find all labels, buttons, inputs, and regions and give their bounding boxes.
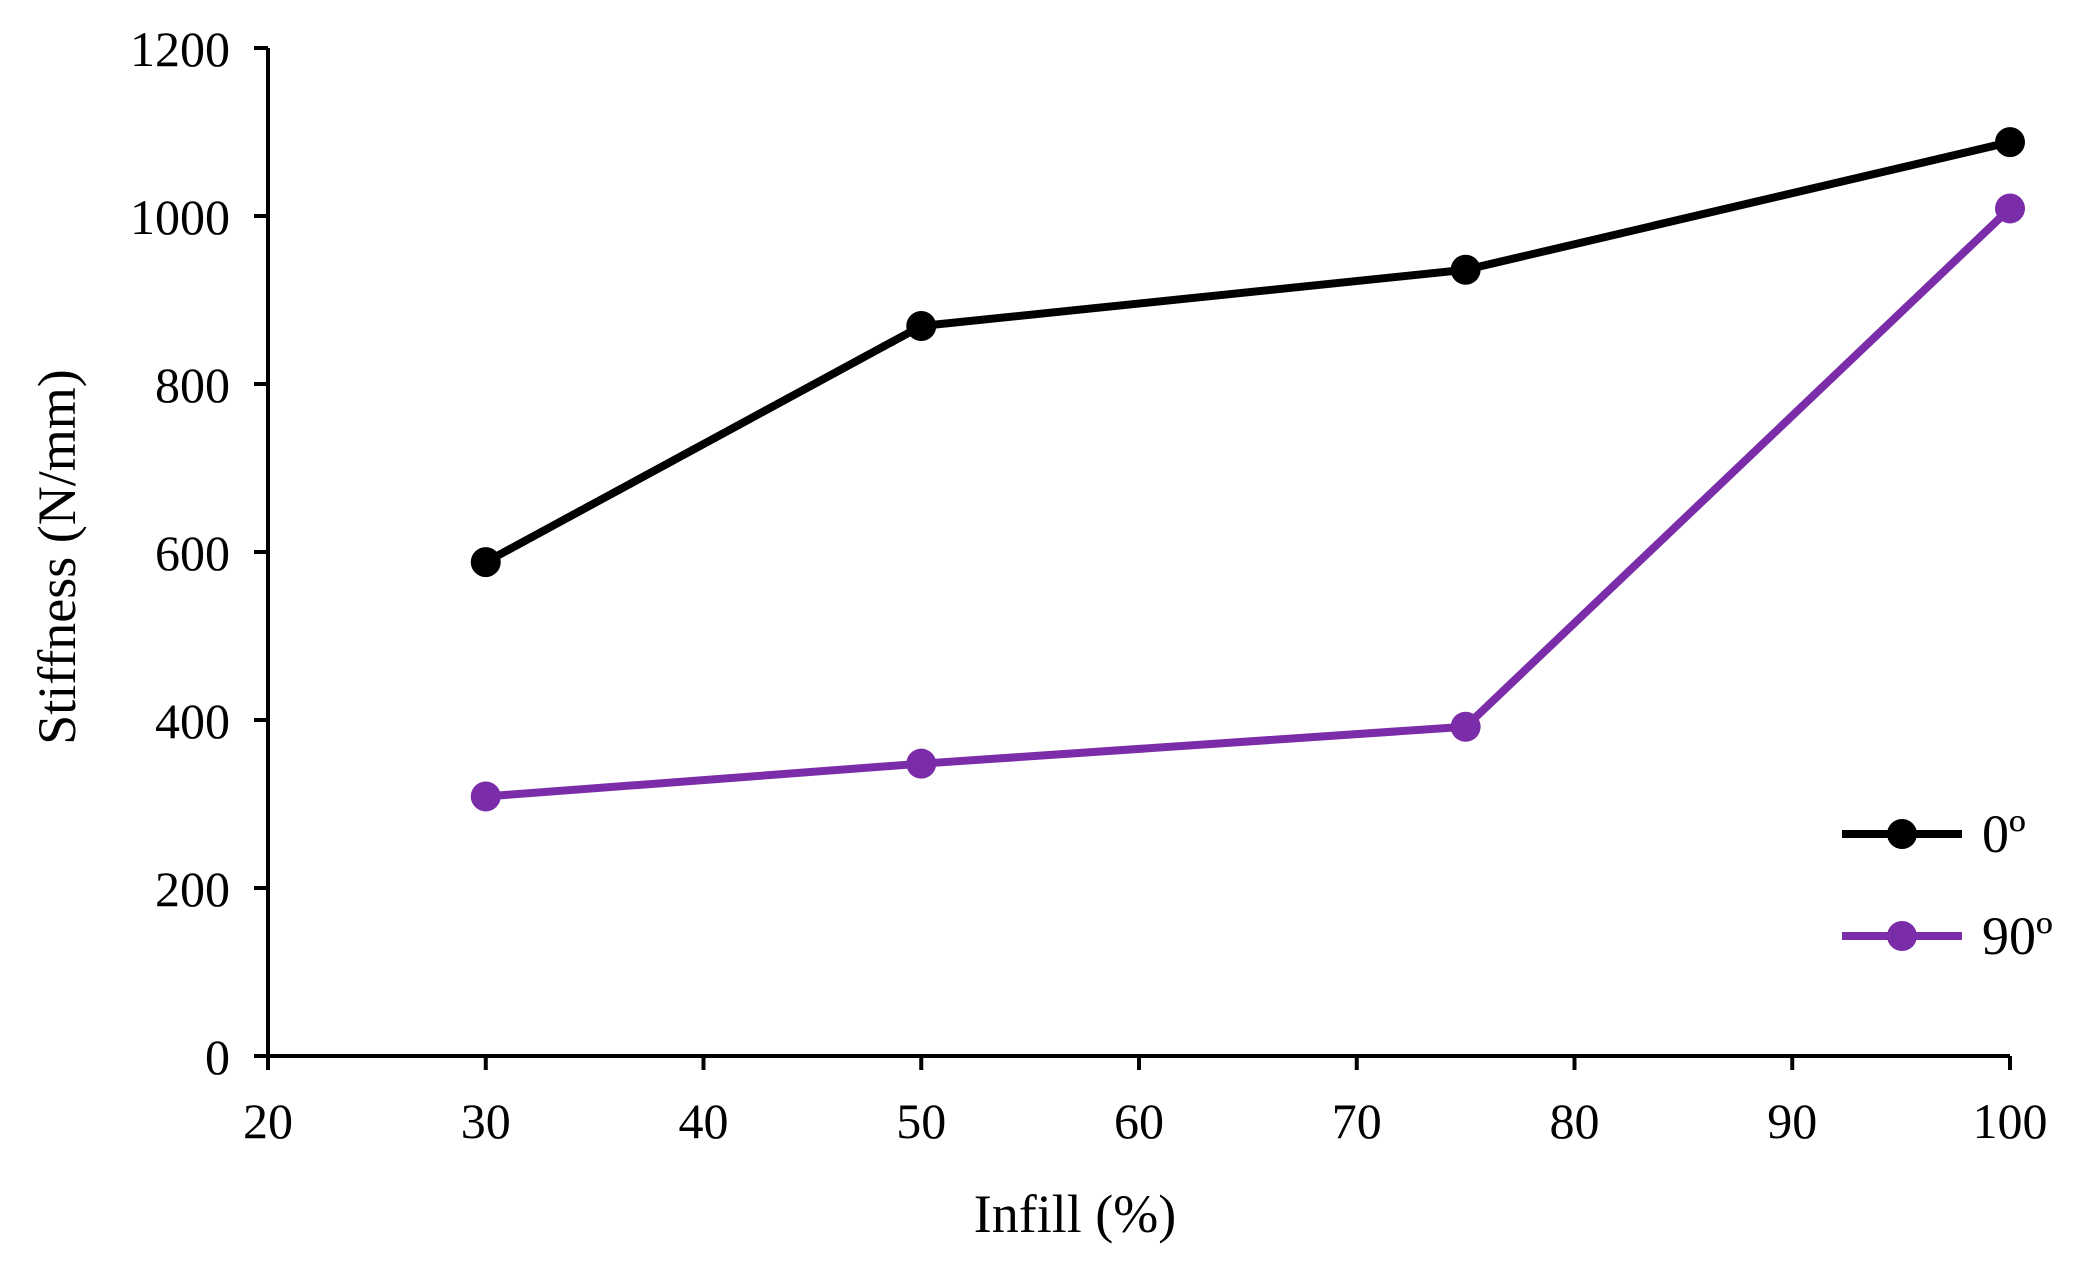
data-point-series-0 — [470, 547, 501, 578]
data-point-series-0 — [1995, 127, 2025, 158]
y-tick-label: 1000 — [130, 189, 230, 245]
series-layer — [470, 127, 2025, 812]
x-tick-label: 70 — [1332, 1093, 1382, 1149]
data-point-series-0 — [906, 311, 937, 342]
x-tick-label: 80 — [1550, 1093, 1600, 1149]
y-tick-label: 200 — [155, 861, 230, 917]
legend-label-1: 90º — [1982, 906, 2053, 966]
data-point-series-1 — [1450, 711, 1481, 742]
y-tick-label: 600 — [155, 525, 230, 581]
x-tick-label: 100 — [1973, 1093, 2048, 1149]
x-tick-label: 20 — [243, 1093, 293, 1149]
data-point-series-1 — [906, 748, 937, 779]
x-tick-label: 60 — [1114, 1093, 1164, 1149]
x-tick-label: 90 — [1767, 1093, 1817, 1149]
y-tick-label: 1200 — [130, 21, 230, 77]
y-tick-label: 400 — [155, 693, 230, 749]
y-tick-label: 800 — [155, 357, 230, 413]
x-axis-title: Infill (%) — [974, 1184, 1176, 1244]
series-line-0 — [481, 138, 2014, 567]
legend-label-0: 0º — [1982, 804, 2026, 864]
x-tick-label: 40 — [679, 1093, 729, 1149]
data-point-series-1 — [470, 781, 501, 812]
y-tick-label: 0 — [205, 1029, 230, 1085]
data-point-series-1 — [1995, 193, 2025, 224]
x-tick-label: 30 — [461, 1093, 511, 1149]
legend-marker-1 — [1887, 921, 1917, 951]
legend-marker-0 — [1887, 819, 1917, 849]
data-point-series-0 — [1450, 254, 1481, 285]
axes: 0 200 400 600 800 1000 1200 20 30 40 50 60 70 80 90 100 — [130, 21, 2048, 1149]
x-tick-label: 50 — [896, 1093, 946, 1149]
legend: 0º 90º — [1842, 804, 2053, 966]
series-line-1 — [481, 204, 2014, 801]
y-axis-title: Stiffness (N/mm) — [27, 369, 87, 745]
